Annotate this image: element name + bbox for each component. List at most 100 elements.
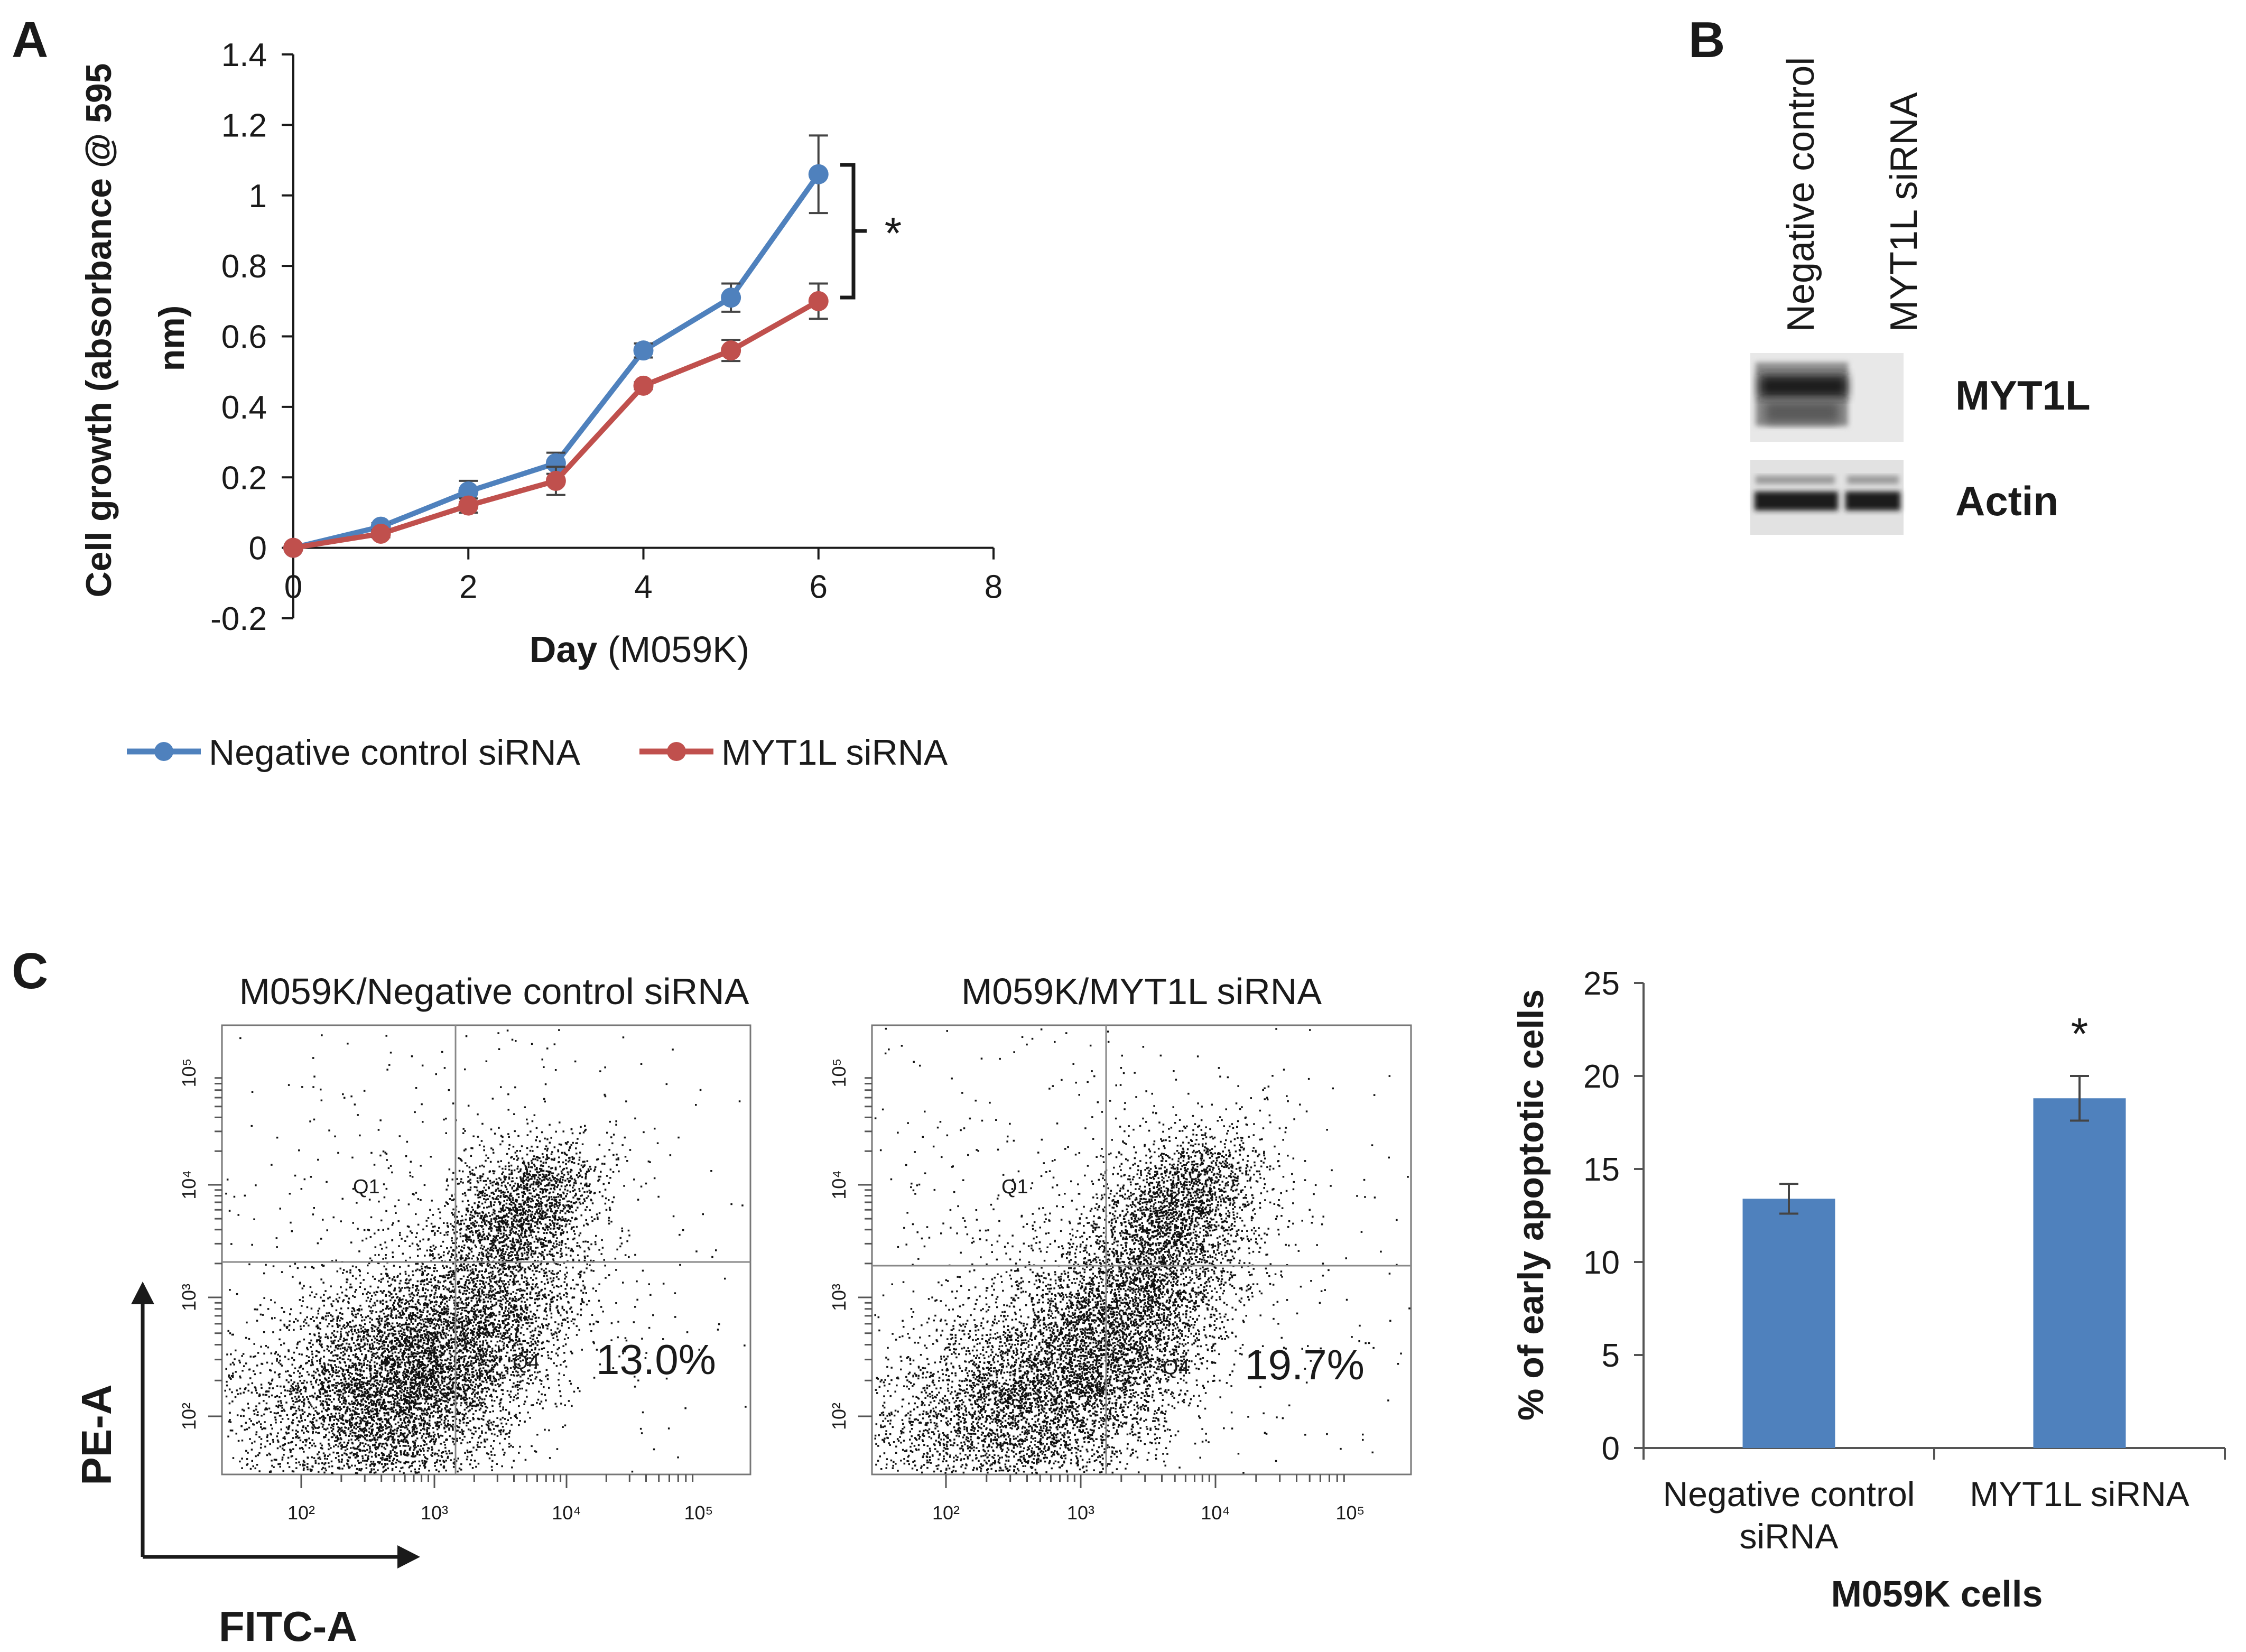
y-tick-label: -0.2: [210, 601, 267, 637]
data-point-myt1l: [458, 495, 479, 516]
data-point-myt1l: [808, 291, 829, 311]
x-tick-label: 8: [985, 569, 1003, 606]
y-tick-label: 1: [249, 178, 267, 215]
legend-marker-negative-control: [154, 742, 173, 761]
fitc-a-label: FITC-A: [219, 1603, 357, 1650]
significance-bracket: [840, 163, 867, 300]
y-tick-label: 0.2: [221, 460, 267, 496]
data-point-negative-control: [633, 340, 654, 361]
flow-left-frame: [221, 1024, 751, 1475]
flow-log-ticks: [208, 1077, 694, 1488]
blot-band-label-actin: Actin: [1955, 478, 2058, 524]
y-tick-label: 1.4: [221, 37, 267, 73]
data-point-negative-control: [458, 481, 479, 502]
bar-category-label-line2: siRNA: [1739, 1517, 1838, 1556]
flow-right-xtick: 10⁴: [1201, 1502, 1230, 1524]
bar-y-tick-label: 10: [1583, 1245, 1620, 1281]
data-point-negative-control: [721, 287, 741, 308]
flow-right-percent: 19.7%: [1245, 1341, 1365, 1388]
line-chart-ylabel-line1: Cell growth (absorbance @ 595: [79, 63, 119, 597]
fitc-a-arrow-head: [397, 1545, 420, 1569]
flow-left-ytick: 10³: [178, 1284, 200, 1311]
flow-right-dots: [874, 1027, 1410, 1474]
flow-left-xtick: 10⁵: [684, 1502, 713, 1524]
y-tick-label: 0: [249, 531, 267, 567]
flow-left-tick-marks: [208, 1077, 694, 1488]
flow-right-tick-marks: [858, 1077, 1345, 1488]
flow-right-q4-label: Q4: [1163, 1357, 1190, 1379]
flow-right-ytick: 10⁵: [828, 1059, 850, 1088]
y-tick-label: 0.6: [221, 319, 267, 356]
flow-left-y-ticks: 10² 10³ 10⁴ 10⁵: [178, 1059, 200, 1431]
flow-right-ytick: 10²: [828, 1403, 850, 1430]
bar-y-tick-label: 5: [1602, 1338, 1620, 1374]
blot-myt1l: [1750, 353, 1904, 442]
flow-right-y-ticks: 10² 10³ 10⁴ 10⁵: [828, 1059, 850, 1431]
panel-c-label: C: [12, 943, 48, 999]
bar-category-label-line1: Negative control: [1663, 1474, 1915, 1514]
flow-left-title: M059K/Negative control siRNA: [239, 971, 749, 1012]
significance-asterisk-c: *: [2071, 1009, 2089, 1059]
flow-axis-arrows: [131, 1282, 420, 1569]
flow-plot-left: Q1 Q4 13.0% 10² 10³ 10⁴ 10⁵ 10² 10³ 10⁴ …: [178, 1024, 751, 1524]
line-chart-xlabel-bold: Day: [530, 629, 597, 670]
significance-asterisk-a: *: [885, 208, 902, 258]
bar-chart-xlabel: M059K cells: [1831, 1573, 2043, 1614]
bar-chart: 0 5 10 15 20 25: [1583, 966, 2226, 1467]
bar: [1742, 1199, 1835, 1448]
data-point-negative-control: [808, 164, 829, 184]
flow-left-x-ticks: 10² 10³ 10⁴ 10⁵: [287, 1502, 713, 1524]
flow-left-xtick: 10⁴: [552, 1502, 581, 1524]
data-point-negative-control: [545, 453, 566, 474]
blot-band-label-myt1l: MYT1L: [1955, 372, 2091, 419]
panel-b-label: B: [1688, 12, 1725, 68]
flow-left-q1-label: Q1: [353, 1176, 380, 1198]
data-point-myt1l: [633, 375, 654, 396]
blot-lane-label-myt1l: MYT1L siRNA: [1883, 92, 1925, 332]
data-point-myt1l: [545, 470, 566, 491]
legend-label-negative-control: Negative control siRNA: [209, 732, 581, 773]
blot-lane-label-negative-control: Negative control: [1780, 57, 1822, 332]
x-tick-label: 2: [459, 569, 477, 606]
flow-left-ytick: 10²: [178, 1403, 200, 1430]
flow-log-ticks: [858, 1077, 1345, 1488]
line-chart: -0.2 0 0.2 0.4 0.6 0.8 1 1.2 1.4 0 2 4 6 8: [210, 37, 1003, 637]
flow-events: [224, 1029, 747, 1474]
flow-left-xtick: 10²: [287, 1502, 315, 1524]
bar-chart-ylabel: % of early apoptotic cells: [1511, 989, 1551, 1421]
flow-left-percent: 13.0%: [596, 1336, 716, 1383]
flow-right-xtick: 10²: [932, 1502, 960, 1524]
panel-a-label: A: [12, 12, 48, 68]
bar-category-label-line1: MYT1L siRNA: [1970, 1474, 2189, 1514]
flow-left-dots: [224, 1029, 747, 1474]
data-point-myt1l: [283, 537, 303, 558]
line-chart-xlabel: Day (M059K): [530, 629, 749, 670]
flow-right-xtick: 10⁵: [1336, 1502, 1365, 1524]
flow-right-title: M059K/MYT1L siRNA: [961, 971, 1322, 1012]
flow-right-ytick: 10⁴: [828, 1170, 850, 1200]
legend-marker-myt1l: [667, 742, 686, 761]
y-tick-label: 1.2: [221, 107, 267, 144]
blot-actin: [1750, 460, 1904, 535]
x-tick-label: 4: [634, 569, 652, 606]
x-tick-label: 0: [284, 569, 302, 606]
y-tick-label: 0.4: [221, 389, 267, 426]
flow-right-frame: [871, 1024, 1412, 1475]
bar: [2033, 1098, 2126, 1448]
flow-plot-right: Q1 Q4 19.7% 10² 10³ 10⁴ 10⁵ 10² 10³ 10⁴ …: [828, 1024, 1412, 1524]
flow-left-q4-label: Q4: [513, 1351, 540, 1373]
y-tick-label: 0.8: [221, 248, 267, 285]
flow-left-ytick: 10⁵: [178, 1059, 200, 1088]
line-chart-legend: Negative control siRNA MYT1L siRNA: [127, 732, 948, 773]
flow-right-xtick: 10³: [1067, 1502, 1094, 1524]
flow-right-q1-label: Q1: [1001, 1176, 1028, 1198]
bar-y-tick-label: 15: [1583, 1152, 1620, 1188]
pe-a-arrow-head: [131, 1282, 154, 1304]
legend-label-myt1l: MYT1L siRNA: [721, 732, 948, 773]
data-point-myt1l: [370, 523, 391, 544]
flow-left-xtick: 10³: [421, 1502, 448, 1524]
bar-y-tick-label: 20: [1583, 1059, 1620, 1095]
bar-y-tick-label: 0: [1602, 1431, 1620, 1467]
line-chart-ylabel-line2: nm): [152, 305, 192, 372]
